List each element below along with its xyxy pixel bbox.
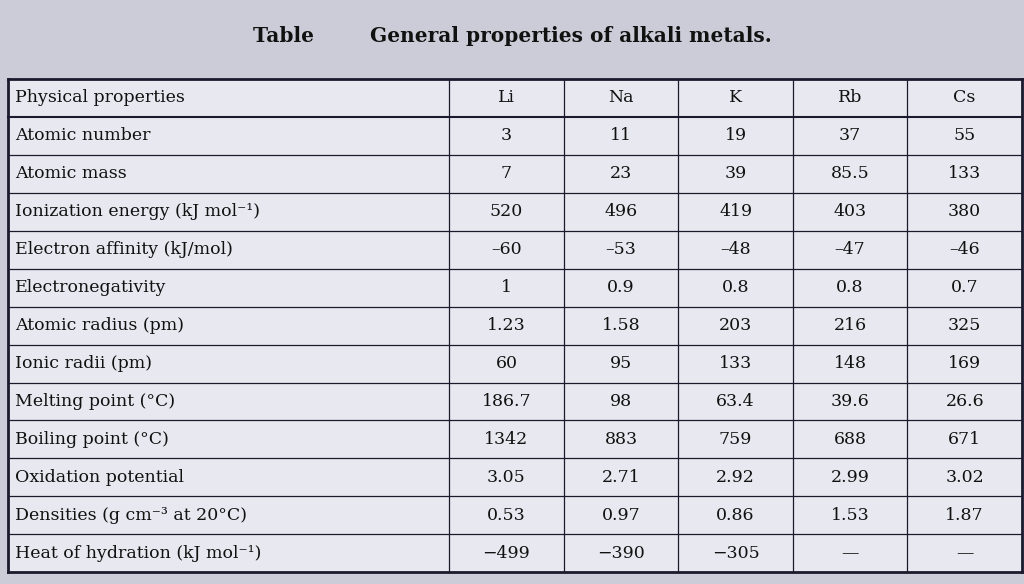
Text: 3.02: 3.02 xyxy=(945,469,984,486)
Text: Densities (g cm⁻³ at 20°C): Densities (g cm⁻³ at 20°C) xyxy=(15,507,248,524)
Text: 98: 98 xyxy=(610,393,632,410)
Text: 0.53: 0.53 xyxy=(487,507,526,524)
Text: Atomic mass: Atomic mass xyxy=(15,165,127,182)
Text: 37: 37 xyxy=(839,127,861,144)
Text: 0.9: 0.9 xyxy=(607,279,635,296)
Text: 0.97: 0.97 xyxy=(602,507,640,524)
Text: 688: 688 xyxy=(834,431,866,448)
Text: Atomic number: Atomic number xyxy=(15,127,151,144)
Text: 23: 23 xyxy=(610,165,632,182)
Text: 1.23: 1.23 xyxy=(487,317,526,334)
Text: 1.53: 1.53 xyxy=(830,507,869,524)
Text: –46: –46 xyxy=(949,241,980,258)
Text: Electron affinity (kJ/mol): Electron affinity (kJ/mol) xyxy=(15,241,233,258)
Text: 133: 133 xyxy=(948,165,981,182)
Text: 883: 883 xyxy=(604,431,638,448)
Text: 1.58: 1.58 xyxy=(602,317,640,334)
Text: 186.7: 186.7 xyxy=(481,393,531,410)
Text: Table        General properties of alkali metals.: Table General properties of alkali metal… xyxy=(253,26,771,46)
Text: 0.8: 0.8 xyxy=(837,279,864,296)
Text: –53: –53 xyxy=(605,241,637,258)
Text: 403: 403 xyxy=(834,203,866,220)
Text: 2.71: 2.71 xyxy=(602,469,640,486)
Text: −305: −305 xyxy=(712,545,760,562)
Text: 520: 520 xyxy=(489,203,523,220)
Text: 0.86: 0.86 xyxy=(717,507,755,524)
Text: Electronegativity: Electronegativity xyxy=(15,279,167,296)
Text: 1: 1 xyxy=(501,279,512,296)
Text: 3.05: 3.05 xyxy=(487,469,526,486)
Text: Heat of hydration (kJ mol⁻¹): Heat of hydration (kJ mol⁻¹) xyxy=(15,545,262,562)
Text: Na: Na xyxy=(608,89,634,106)
Text: 3: 3 xyxy=(501,127,512,144)
Text: Physical properties: Physical properties xyxy=(15,89,185,106)
Text: 0.7: 0.7 xyxy=(951,279,979,296)
Text: 1342: 1342 xyxy=(484,431,528,448)
Text: 169: 169 xyxy=(948,355,981,372)
Text: Ionic radii (pm): Ionic radii (pm) xyxy=(15,355,153,372)
Text: 11: 11 xyxy=(610,127,632,144)
Text: 325: 325 xyxy=(948,317,981,334)
Text: 85.5: 85.5 xyxy=(830,165,869,182)
Text: 95: 95 xyxy=(610,355,632,372)
Text: −499: −499 xyxy=(482,545,530,562)
Text: 419: 419 xyxy=(719,203,752,220)
Text: Boiling point (°C): Boiling point (°C) xyxy=(15,431,169,448)
Text: Ionization energy (kJ mol⁻¹): Ionization energy (kJ mol⁻¹) xyxy=(15,203,260,220)
Text: 60: 60 xyxy=(496,355,517,372)
Text: –60: –60 xyxy=(492,241,522,258)
Text: Atomic radius (pm): Atomic radius (pm) xyxy=(15,317,184,334)
Text: K: K xyxy=(729,89,742,106)
Text: Melting point (°C): Melting point (°C) xyxy=(15,393,175,410)
Text: 1.87: 1.87 xyxy=(945,507,984,524)
Text: –47: –47 xyxy=(835,241,865,258)
Text: 133: 133 xyxy=(719,355,753,372)
Text: 55: 55 xyxy=(953,127,976,144)
Text: 496: 496 xyxy=(604,203,638,220)
Text: 671: 671 xyxy=(948,431,981,448)
Text: Oxidation potential: Oxidation potential xyxy=(15,469,184,486)
Text: 759: 759 xyxy=(719,431,753,448)
Text: Rb: Rb xyxy=(838,89,862,106)
Text: —: — xyxy=(956,545,974,562)
Text: 216: 216 xyxy=(834,317,866,334)
Text: Cs: Cs xyxy=(953,89,976,106)
Text: 39.6: 39.6 xyxy=(830,393,869,410)
Text: Li: Li xyxy=(498,89,515,106)
Text: –48: –48 xyxy=(720,241,751,258)
Text: 2.99: 2.99 xyxy=(830,469,869,486)
Text: 26.6: 26.6 xyxy=(945,393,984,410)
Text: 148: 148 xyxy=(834,355,866,372)
Text: —: — xyxy=(842,545,859,562)
Text: 39: 39 xyxy=(724,165,746,182)
Text: 2.92: 2.92 xyxy=(716,469,755,486)
Text: 0.8: 0.8 xyxy=(722,279,750,296)
Text: 380: 380 xyxy=(948,203,981,220)
Text: 63.4: 63.4 xyxy=(716,393,755,410)
Text: −390: −390 xyxy=(597,545,645,562)
Text: 203: 203 xyxy=(719,317,753,334)
Text: 7: 7 xyxy=(501,165,512,182)
Text: 19: 19 xyxy=(725,127,746,144)
